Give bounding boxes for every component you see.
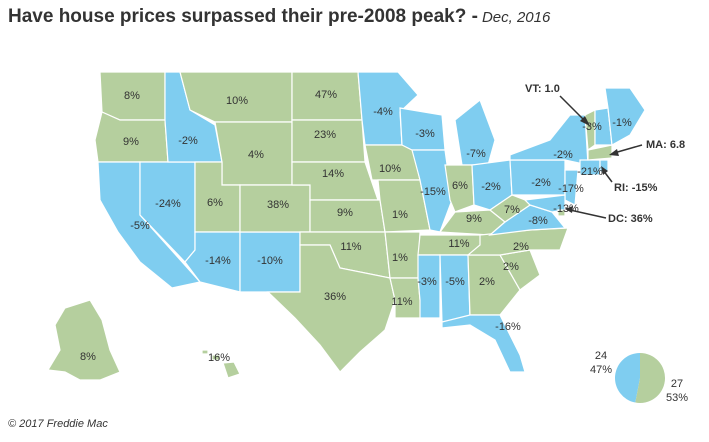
label-OH: -2% [481, 181, 501, 193]
label-FL: -16% [495, 321, 521, 333]
label-NY: -2% [553, 149, 573, 161]
label-AR: 1% [392, 252, 408, 264]
callout-ma: MA: 6.8 [646, 139, 685, 151]
state-labels: 8% 9% -5% -24% -2% 10% 4% 6% -14% -10% 3… [80, 89, 632, 364]
label-SD: 23% [314, 129, 336, 141]
callouts: VT: 1.0 MA: 6.8 RI: -15% DC: 36% [525, 83, 685, 225]
title-text: Have house prices surpassed their pre-20… [8, 6, 478, 27]
summary-pie: 24 47% 27 53% [590, 350, 688, 404]
label-IA: 10% [379, 163, 401, 175]
label-NE: 14% [322, 168, 344, 180]
state-MI[interactable] [454, 99, 496, 166]
state-NY[interactable] [509, 114, 589, 166]
label-KY: 9% [466, 213, 482, 225]
label-SC: 2% [503, 261, 519, 273]
state-IN[interactable] [444, 164, 475, 213]
state-HI[interactable] [201, 349, 241, 379]
label-CT: -21% [577, 166, 603, 178]
pie-below-percent: 47% [590, 364, 612, 376]
callout-arrowhead-ma [609, 149, 619, 156]
label-UT: 6% [207, 197, 223, 209]
label-CO: 38% [267, 199, 289, 211]
label-WI: -3% [415, 128, 435, 140]
label-OR: 9% [123, 136, 139, 148]
label-GA: 2% [479, 276, 495, 288]
label-WA: 8% [124, 90, 140, 102]
pie-slice-above [635, 353, 665, 403]
label-MT: 10% [226, 95, 248, 107]
state-MO[interactable] [377, 179, 431, 233]
callout-arrowhead-dc [565, 206, 573, 213]
state-TX[interactable] [266, 244, 396, 373]
state-DC[interactable] [557, 209, 566, 217]
callout-dc: DC: 36% [608, 213, 653, 225]
label-ID: -2% [178, 135, 198, 147]
label-WV: 7% [504, 204, 520, 216]
label-PA: -2% [531, 177, 551, 189]
label-AZ: -14% [205, 255, 231, 267]
title-date: Dec, 2016 [481, 9, 551, 26]
label-NV: -24% [155, 198, 181, 210]
pie-below-count: 24 [595, 350, 607, 362]
label-ME: -1% [612, 117, 632, 129]
state-FL[interactable] [441, 314, 526, 373]
callout-arrowhead-vt [580, 116, 590, 126]
label-TX: 36% [324, 291, 346, 303]
label-ND: 47% [315, 89, 337, 101]
label-IL: -15% [420, 186, 446, 198]
label-LA: 11% [391, 296, 412, 308]
label-CA: -5% [130, 220, 150, 232]
label-HI: 16% [208, 352, 230, 364]
label-IN: 6% [452, 180, 468, 192]
label-AL: -5% [445, 276, 465, 288]
state-MA[interactable] [587, 144, 613, 161]
pie-above-percent: 53% [666, 392, 688, 404]
callout-line-vt [559, 95, 587, 123]
map-title: Have house prices surpassed their pre-20… [8, 6, 550, 28]
label-TN: 11% [448, 238, 469, 250]
label-MO: 1% [392, 209, 408, 221]
pie-slice-below [615, 353, 640, 403]
label-MN: -4% [373, 106, 393, 118]
label-WY: 4% [248, 149, 264, 161]
label-OK: 11% [340, 241, 361, 253]
label-VA: -8% [528, 215, 548, 227]
label-AK: 8% [80, 351, 96, 363]
pie-above-count: 27 [671, 378, 683, 390]
label-NC: 2% [513, 241, 529, 253]
callout-arrowhead-ri [601, 166, 608, 175]
label-MS: -3% [417, 276, 437, 288]
callout-ri: RI: -15% [614, 182, 658, 194]
callout-line-dc [569, 209, 607, 219]
callout-line-ma [613, 144, 643, 154]
label-NM: -10% [257, 255, 283, 267]
states-layer [47, 71, 646, 381]
state-ME[interactable] [604, 87, 646, 146]
callout-vt: VT: 1.0 [525, 83, 560, 95]
label-MI: -7% [466, 148, 486, 160]
state-NJ[interactable] [564, 169, 579, 206]
state-SD[interactable] [291, 119, 366, 163]
label-NJ: -17% [558, 183, 584, 195]
state-AK[interactable] [47, 299, 121, 381]
label-KS: 9% [337, 207, 353, 219]
copyright: © 2017 Freddie Mac [8, 418, 108, 430]
state-AL[interactable] [439, 254, 471, 323]
